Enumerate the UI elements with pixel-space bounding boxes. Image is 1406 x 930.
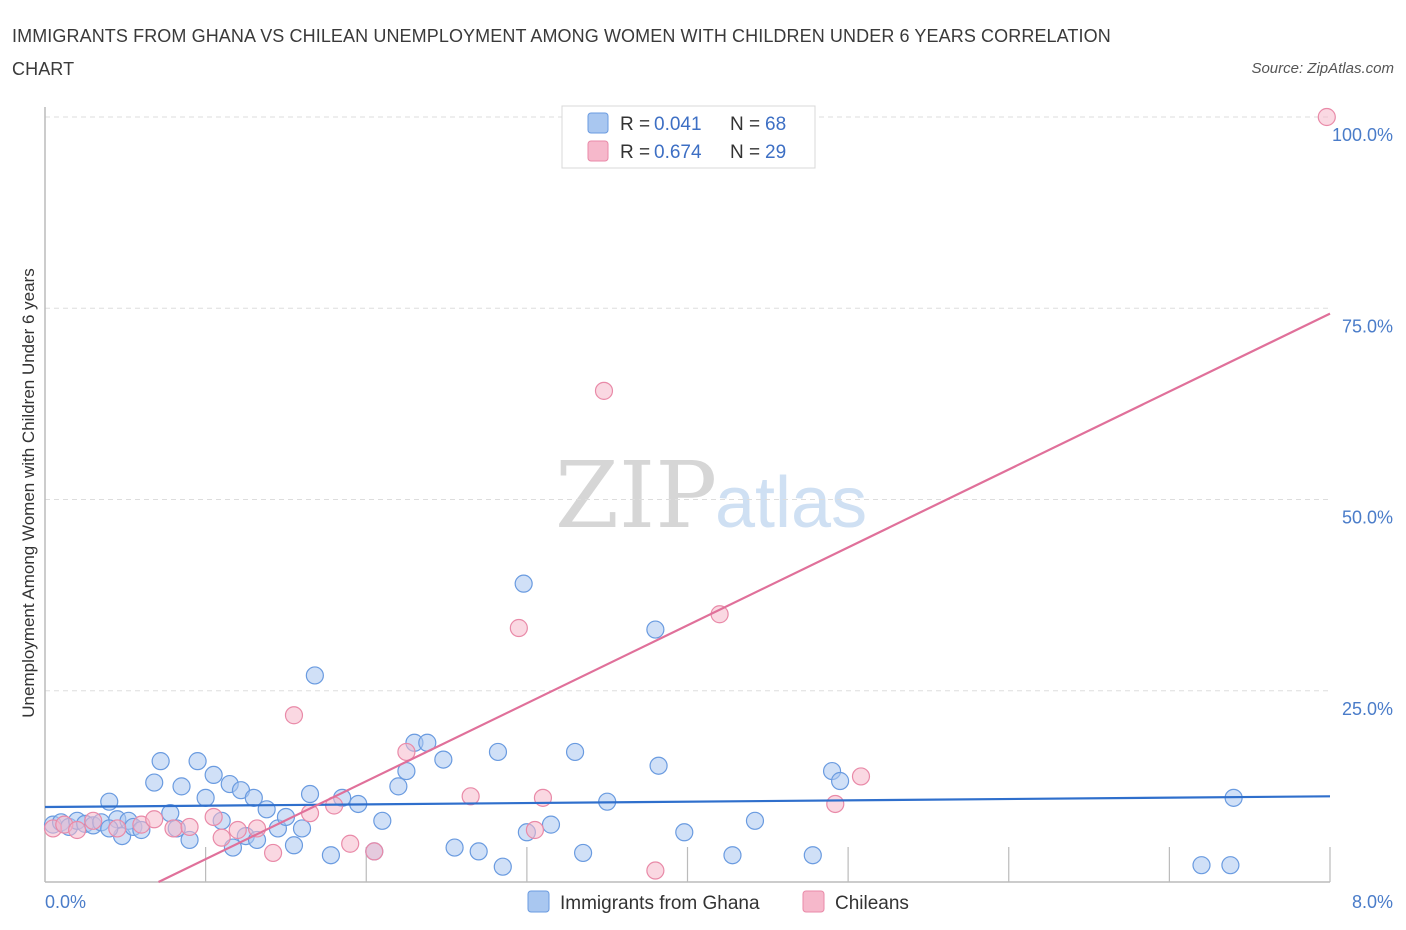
ghana-point xyxy=(434,750,453,769)
y-tick-label: 25.0% xyxy=(1342,699,1393,719)
chilean-point xyxy=(84,811,103,830)
bottom-legend: Immigrants from Ghana Chileans xyxy=(527,890,909,914)
ghana-point xyxy=(675,823,694,842)
ghana-point xyxy=(541,815,561,834)
chilean-point xyxy=(145,810,164,829)
ghana-point xyxy=(305,666,324,685)
ghana-point xyxy=(257,800,276,819)
chilean-trend-line xyxy=(158,312,1331,883)
axes xyxy=(44,107,1331,883)
chilean-point xyxy=(180,817,199,837)
ghana-point xyxy=(646,620,665,639)
ghana-point xyxy=(145,773,164,792)
bottom-legend-swatch-chileans xyxy=(802,890,825,913)
y-tick-label: 50.0% xyxy=(1342,508,1393,528)
chilean-point xyxy=(284,706,304,725)
y-tick-labels: 25.0% 50.0% 75.0% 100.0% xyxy=(1332,125,1393,719)
ghana-point xyxy=(649,756,668,775)
chilean-point xyxy=(826,794,845,814)
bottom-legend-label-chileans: Chileans xyxy=(835,893,909,914)
legend-r-value-1: 0.041 xyxy=(654,114,702,135)
chilean-point xyxy=(461,787,480,806)
legend-n-value-1: 68 xyxy=(765,114,786,135)
scatter-points xyxy=(43,107,1336,880)
chilean-point xyxy=(300,804,320,823)
chilean-point xyxy=(851,767,871,786)
ghana-point xyxy=(803,846,822,865)
ghana-point xyxy=(373,811,392,830)
legend-n-label-2: N = xyxy=(730,142,760,163)
ghana-point xyxy=(284,836,304,855)
legend-n-label-1: N = xyxy=(730,114,760,135)
x-tick-label-min: 0.0% xyxy=(45,892,86,912)
chilean-point xyxy=(594,381,614,400)
chilean-point xyxy=(164,819,183,838)
chilean-point xyxy=(509,618,528,638)
chilean-point xyxy=(341,834,360,853)
chart-title: IMMIGRANTS FROM GHANA VS CHILEAN UNEMPLO… xyxy=(12,26,1111,79)
gridlines xyxy=(45,116,1330,692)
chilean-point xyxy=(228,820,247,840)
source-label: Source: ZipAtlas.com xyxy=(1251,60,1394,77)
chilean-point xyxy=(263,843,283,863)
ghana-point xyxy=(389,777,408,796)
ghana-trend-line xyxy=(44,795,1331,809)
watermark-atlas: atlas xyxy=(715,463,867,543)
ghana-point xyxy=(321,846,341,865)
legend-r-label-2: R = xyxy=(620,142,650,163)
chilean-point xyxy=(108,819,127,838)
chilean-point xyxy=(710,605,729,624)
ghana-point xyxy=(514,574,533,593)
chilean-point xyxy=(68,820,87,840)
legend-n-value-2: 29 xyxy=(765,142,786,163)
watermark-zip: ZIP xyxy=(555,442,717,549)
ghana-point xyxy=(292,819,312,838)
x-tick-label-max: 8.0% xyxy=(1352,892,1393,912)
ghana-point xyxy=(1221,856,1240,875)
legend-swatch-chileans xyxy=(587,140,609,162)
trend-lines xyxy=(44,312,1331,883)
ghana-point xyxy=(745,811,765,830)
ghana-point xyxy=(161,804,180,823)
ghana-point xyxy=(1192,856,1211,875)
ghana-point xyxy=(300,784,320,804)
ghana-point xyxy=(565,742,585,762)
chilean-point xyxy=(646,861,665,880)
ghana-point xyxy=(830,771,850,791)
y-tick-label: 75.0% xyxy=(1342,316,1393,336)
ghana-point xyxy=(723,846,742,865)
legend-r-value-2: 0.674 xyxy=(654,142,702,163)
chilean-point xyxy=(204,807,223,827)
ghana-point xyxy=(151,752,170,771)
ghana-point xyxy=(573,843,593,863)
y-tick-label: 100.0% xyxy=(1332,125,1393,145)
bottom-legend-swatch-ghana xyxy=(527,890,550,913)
x-tick-labels: 0.0% 8.0% xyxy=(45,892,1393,912)
chilean-point xyxy=(212,828,231,847)
ghana-point xyxy=(488,742,508,762)
ghana-point xyxy=(172,777,191,796)
ghana-point xyxy=(196,788,215,807)
ghana-point xyxy=(493,857,512,876)
chilean-point xyxy=(1317,107,1336,127)
ghana-point xyxy=(469,842,488,861)
ghana-point xyxy=(445,838,464,857)
chilean-point xyxy=(525,820,545,840)
ghana-point xyxy=(188,752,207,771)
top-legend: R = 0.041 N = 68 R = 0.674 N = 29 xyxy=(561,105,816,169)
chilean-point xyxy=(365,842,384,861)
bottom-legend-label-ghana: Immigrants from Ghana xyxy=(560,893,760,914)
ghana-point xyxy=(204,765,223,785)
legend-r-label-1: R = xyxy=(620,114,650,135)
y-axis-label: Unemployment Among Women with Children U… xyxy=(19,268,38,717)
chilean-point xyxy=(397,742,416,762)
legend-swatch-ghana xyxy=(587,112,609,134)
